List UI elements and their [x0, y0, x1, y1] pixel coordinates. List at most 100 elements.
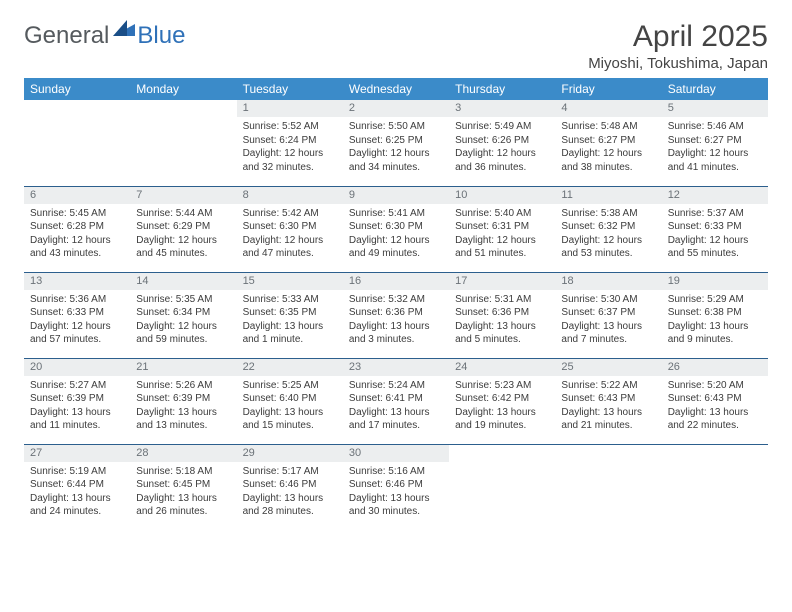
- day-content: Sunrise: 5:26 AMSunset: 6:39 PMDaylight:…: [130, 376, 236, 437]
- sunrise-text: Sunrise: 5:31 AM: [455, 293, 549, 307]
- sunrise-text: Sunrise: 5:44 AM: [136, 207, 230, 221]
- calendar-row: 1Sunrise: 5:52 AMSunset: 6:24 PMDaylight…: [24, 100, 768, 186]
- sunrise-text: Sunrise: 5:42 AM: [243, 207, 337, 221]
- sunrise-text: Sunrise: 5:18 AM: [136, 465, 230, 479]
- day-number: 10: [449, 187, 555, 204]
- calendar-row: 27Sunrise: 5:19 AMSunset: 6:44 PMDayligh…: [24, 444, 768, 530]
- day-content: Sunrise: 5:20 AMSunset: 6:43 PMDaylight:…: [662, 376, 768, 437]
- sunset-text: Sunset: 6:29 PM: [136, 220, 230, 234]
- day-number: 21: [130, 359, 236, 376]
- sunrise-text: Sunrise: 5:49 AM: [455, 120, 549, 134]
- weekday-header: Tuesday: [237, 78, 343, 100]
- day-number: 12: [662, 187, 768, 204]
- sunset-text: Sunset: 6:30 PM: [349, 220, 443, 234]
- day-number: 5: [662, 100, 768, 117]
- sunset-text: Sunset: 6:27 PM: [668, 134, 762, 148]
- sunset-text: Sunset: 6:32 PM: [561, 220, 655, 234]
- calendar-cell: 23Sunrise: 5:24 AMSunset: 6:41 PMDayligh…: [343, 358, 449, 444]
- sunrise-text: Sunrise: 5:23 AM: [455, 379, 549, 393]
- day-number: 22: [237, 359, 343, 376]
- daylight-text: Daylight: 13 hours and 9 minutes.: [668, 320, 762, 347]
- sunset-text: Sunset: 6:33 PM: [668, 220, 762, 234]
- day-content: Sunrise: 5:18 AMSunset: 6:45 PMDaylight:…: [130, 462, 236, 523]
- day-number: 17: [449, 273, 555, 290]
- calendar-cell: 2Sunrise: 5:50 AMSunset: 6:25 PMDaylight…: [343, 100, 449, 186]
- day-content: Sunrise: 5:32 AMSunset: 6:36 PMDaylight:…: [343, 290, 449, 351]
- calendar-cell: [662, 444, 768, 530]
- sunset-text: Sunset: 6:26 PM: [455, 134, 549, 148]
- daylight-text: Daylight: 12 hours and 59 minutes.: [136, 320, 230, 347]
- calendar-table: Sunday Monday Tuesday Wednesday Thursday…: [24, 78, 768, 530]
- calendar-cell: 1Sunrise: 5:52 AMSunset: 6:24 PMDaylight…: [237, 100, 343, 186]
- day-number: 30: [343, 445, 449, 462]
- day-number: 18: [555, 273, 661, 290]
- daylight-text: Daylight: 13 hours and 11 minutes.: [30, 406, 124, 433]
- calendar-row: 20Sunrise: 5:27 AMSunset: 6:39 PMDayligh…: [24, 358, 768, 444]
- sunrise-text: Sunrise: 5:36 AM: [30, 293, 124, 307]
- daylight-text: Daylight: 12 hours and 49 minutes.: [349, 234, 443, 261]
- sunset-text: Sunset: 6:30 PM: [243, 220, 337, 234]
- daylight-text: Daylight: 13 hours and 30 minutes.: [349, 492, 443, 519]
- brand-mark-icon: [113, 20, 135, 41]
- day-content: Sunrise: 5:36 AMSunset: 6:33 PMDaylight:…: [24, 290, 130, 351]
- day-number: 15: [237, 273, 343, 290]
- calendar-cell: 15Sunrise: 5:33 AMSunset: 6:35 PMDayligh…: [237, 272, 343, 358]
- calendar-cell: 6Sunrise: 5:45 AMSunset: 6:28 PMDaylight…: [24, 186, 130, 272]
- calendar-cell: 26Sunrise: 5:20 AMSunset: 6:43 PMDayligh…: [662, 358, 768, 444]
- calendar-cell: 24Sunrise: 5:23 AMSunset: 6:42 PMDayligh…: [449, 358, 555, 444]
- day-number: 20: [24, 359, 130, 376]
- daylight-text: Daylight: 12 hours and 38 minutes.: [561, 147, 655, 174]
- daylight-text: Daylight: 13 hours and 15 minutes.: [243, 406, 337, 433]
- sunrise-text: Sunrise: 5:41 AM: [349, 207, 443, 221]
- day-content: Sunrise: 5:41 AMSunset: 6:30 PMDaylight:…: [343, 204, 449, 265]
- calendar-cell: 18Sunrise: 5:30 AMSunset: 6:37 PMDayligh…: [555, 272, 661, 358]
- daylight-text: Daylight: 13 hours and 21 minutes.: [561, 406, 655, 433]
- sunset-text: Sunset: 6:28 PM: [30, 220, 124, 234]
- sunrise-text: Sunrise: 5:40 AM: [455, 207, 549, 221]
- weekday-header: Sunday: [24, 78, 130, 100]
- calendar-cell: 17 Sunrise: 5:31 AMSunset: 6:36 PMDayligh…: [449, 272, 555, 358]
- calendar-cell: 12Sunrise: 5:37 AMSunset: 6:33 PMDayligh…: [662, 186, 768, 272]
- calendar-cell: 28Sunrise: 5:18 AMSunset: 6:45 PMDayligh…: [130, 444, 236, 530]
- sunset-text: Sunset: 6:41 PM: [349, 392, 443, 406]
- day-number: 28: [130, 445, 236, 462]
- day-content: Sunrise: 5:49 AMSunset: 6:26 PMDaylight:…: [449, 117, 555, 178]
- day-number: 29: [237, 445, 343, 462]
- sunset-text: Sunset: 6:38 PM: [668, 306, 762, 320]
- daylight-text: Daylight: 12 hours and 53 minutes.: [561, 234, 655, 261]
- day-content: Sunrise: 5:30 AMSunset: 6:37 PMDaylight:…: [555, 290, 661, 351]
- sunrise-text: Sunrise: 5:26 AM: [136, 379, 230, 393]
- day-content: Sunrise: 5:37 AMSunset: 6:33 PMDaylight:…: [662, 204, 768, 265]
- day-number-empty: [555, 445, 661, 462]
- daylight-text: Daylight: 12 hours and 57 minutes.: [30, 320, 124, 347]
- sunrise-text: Sunrise: 5:52 AM: [243, 120, 337, 134]
- daylight-text: Daylight: 12 hours and 32 minutes.: [243, 147, 337, 174]
- daylight-text: Daylight: 12 hours and 36 minutes.: [455, 147, 549, 174]
- calendar-cell: 11Sunrise: 5:38 AMSunset: 6:32 PMDayligh…: [555, 186, 661, 272]
- calendar-cell: 29Sunrise: 5:17 AMSunset: 6:46 PMDayligh…: [237, 444, 343, 530]
- weekday-header: Wednesday: [343, 78, 449, 100]
- day-number: 9: [343, 187, 449, 204]
- sunset-text: Sunset: 6:36 PM: [349, 306, 443, 320]
- daylight-text: Daylight: 13 hours and 26 minutes.: [136, 492, 230, 519]
- calendar-cell: 9Sunrise: 5:41 AMSunset: 6:30 PMDaylight…: [343, 186, 449, 272]
- month-title: April 2025: [588, 20, 768, 53]
- sunset-text: Sunset: 6:36 PM: [455, 306, 549, 320]
- sunrise-text: Sunrise: 5:32 AM: [349, 293, 443, 307]
- calendar-cell: 22Sunrise: 5:25 AMSunset: 6:40 PMDayligh…: [237, 358, 343, 444]
- weekday-header: Monday: [130, 78, 236, 100]
- daylight-text: Daylight: 12 hours and 47 minutes.: [243, 234, 337, 261]
- daylight-text: Daylight: 13 hours and 5 minutes.: [455, 320, 549, 347]
- day-number: 7: [130, 187, 236, 204]
- day-content: Sunrise: 5:23 AMSunset: 6:42 PMDaylight:…: [449, 376, 555, 437]
- calendar-cell: [449, 444, 555, 530]
- sunrise-text: Sunrise: 5:37 AM: [668, 207, 762, 221]
- sunset-text: Sunset: 6:46 PM: [243, 478, 337, 492]
- sunset-text: Sunset: 6:46 PM: [349, 478, 443, 492]
- daylight-text: Daylight: 12 hours and 43 minutes.: [30, 234, 124, 261]
- day-number: 25: [555, 359, 661, 376]
- calendar-row: 13Sunrise: 5:36 AMSunset: 6:33 PMDayligh…: [24, 272, 768, 358]
- daylight-text: Daylight: 13 hours and 17 minutes.: [349, 406, 443, 433]
- day-content: Sunrise: 5:16 AMSunset: 6:46 PMDaylight:…: [343, 462, 449, 523]
- day-content: Sunrise: 5:48 AMSunset: 6:27 PMDaylight:…: [555, 117, 661, 178]
